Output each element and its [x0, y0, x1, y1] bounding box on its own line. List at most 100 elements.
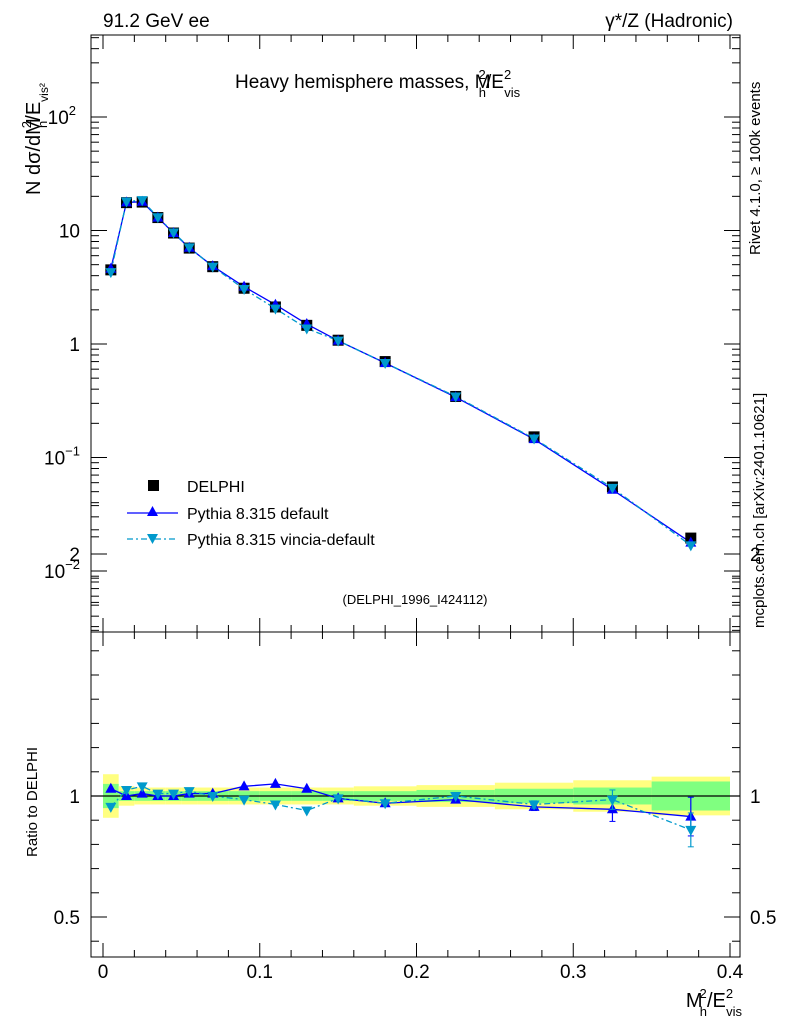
ratio-point-pythia-vincia	[152, 789, 164, 800]
legend-marker-pythia-default	[147, 506, 158, 516]
ratio-point-pythia-vincia	[105, 802, 117, 813]
ratio-point-pythia-vincia	[121, 785, 133, 796]
beam-energy-label: 91.2 GeV ee	[103, 11, 210, 32]
ratio-point-pythia-vincia	[301, 806, 313, 817]
x-label-sub: h	[700, 1004, 707, 1019]
plot-title-suffix: /E	[486, 72, 504, 93]
data-point-pythia-vincia	[183, 243, 195, 254]
ratio-curves	[110, 783, 692, 831]
ratio-y-tick-label-right: 1	[750, 787, 761, 808]
data-point-pythia-vincia	[136, 196, 148, 207]
y-label-suffix: /E	[23, 102, 45, 121]
plot-title-sub: h	[479, 85, 486, 100]
ratio-curve-pythia-default	[110, 783, 691, 818]
data-point-pythia-vincia	[168, 228, 180, 239]
ratio-point-pythia-vincia	[685, 825, 697, 836]
tick-exponent: −1	[65, 444, 80, 459]
y-label-sup: 2	[19, 121, 34, 128]
ratio-point-pythia-vincia	[450, 792, 462, 802]
ratio-y-axis-label: Ratio to DELPHI	[24, 747, 41, 857]
x-label-main: M	[686, 990, 703, 1012]
ratio-point-pythia-default	[136, 787, 148, 798]
tick-exponent: −2	[65, 557, 80, 572]
main-y-tick-label: 102	[48, 103, 76, 129]
data-point-pythia-vincia	[528, 434, 540, 445]
x-label-sup2: 2	[726, 986, 733, 1001]
data-point-pythia-vincia	[379, 359, 391, 370]
legend-label-pythia-vincia: Pythia 8.315 vincia-default	[187, 532, 375, 549]
ratio-point-pythia-default	[269, 777, 281, 788]
mcplots-label: mcplots.cern.ch [arXiv:2401.10621]	[751, 393, 768, 628]
analysis-id-label: (DELPHI_1996_I424112)	[342, 592, 487, 607]
main-y-tick-label: 10−1	[44, 444, 80, 470]
plot-title-sub2: vis	[504, 85, 520, 100]
plot-title: Heavy hemisphere masses, M2 h/E2 vis	[235, 67, 521, 100]
ratio-point-pythia-vincia	[183, 787, 195, 798]
x-tick-label: 0.3	[560, 962, 586, 983]
data-point-pythia-vincia	[450, 392, 462, 403]
rivet-version-label: Rivet 4.1.0, ≥ 100k events	[747, 82, 764, 255]
x-tick-label: 0.4	[717, 962, 744, 983]
ratio-curve-pythia-vincia	[110, 785, 692, 831]
x-label-suffix: /E	[707, 990, 726, 1012]
plot-title-main: Heavy hemisphere masses, M	[235, 72, 491, 93]
tick-base: 10	[48, 108, 69, 129]
ratio-points	[105, 777, 697, 848]
legend-marker-pythia-vincia	[147, 534, 158, 544]
tick-base: 10	[44, 449, 65, 470]
ratio-plot-frame	[90, 631, 741, 958]
x-label-sub2: vis	[726, 1004, 742, 1019]
data-point-pythia-vincia	[685, 541, 697, 552]
ratio-point-pythia-vincia	[379, 799, 391, 810]
ratio-point-pythia-vincia	[136, 782, 148, 793]
legend-label-delphi: DELPHI	[187, 479, 245, 496]
ratio-point-pythia-default	[301, 782, 313, 793]
ratio-point-pythia-vincia	[269, 800, 281, 811]
legend-label-pythia-default: Pythia 8.315 default	[187, 506, 329, 523]
main-points	[105, 195, 697, 552]
legend: DELPHI Pythia 8.315 default Pythia 8.315…	[127, 479, 375, 549]
y-label-sub2: vis²	[37, 83, 51, 102]
ratio-axis-ticks: 0 0.1 0.2 0.3 0.4 0.5 0.5 1 1 2 2	[54, 505, 776, 983]
ratio-point-pythia-default	[105, 782, 117, 793]
x-tick-label: 0.1	[247, 962, 273, 983]
plot-title-sup2: 2	[504, 67, 511, 82]
main-y-axis-label: N dσ/dM2h/Evis²	[19, 83, 51, 195]
x-axis-label: M2 h/E2 vis	[686, 986, 743, 1019]
data-point-pythia-vincia	[332, 336, 344, 347]
ratio-y-tick-label-right: 2	[750, 545, 761, 566]
ratio-y-tick-label: 2	[69, 545, 80, 566]
process-label: γ*/Z (Hadronic)	[605, 11, 733, 32]
main-curves	[110, 199, 692, 546]
ratio-y-tick-label-right: 0.5	[750, 908, 776, 929]
curve-pythia-vincia	[110, 199, 692, 546]
data-point-pythia-vincia	[269, 304, 281, 315]
ratio-y-tick-label: 1	[69, 787, 80, 808]
legend-marker-delphi	[148, 480, 159, 491]
ratio-point-pythia-default	[238, 780, 250, 791]
ratio-point-pythia-vincia	[238, 795, 250, 806]
data-point-pythia-vincia	[121, 197, 133, 208]
data-point-pythia-vincia	[207, 262, 219, 273]
x-tick-label: 0.2	[403, 962, 429, 983]
x-tick-label: 0	[98, 962, 109, 983]
data-point-pythia-vincia	[152, 213, 164, 224]
y-label-main: N dσ/dM	[23, 118, 45, 195]
y-label-sub: h	[35, 121, 50, 128]
data-point-pythia-vincia	[301, 324, 313, 335]
data-point-pythia-vincia	[238, 285, 250, 296]
data-point-pythia-vincia	[606, 483, 618, 494]
x-label-sup: 2	[700, 986, 707, 1001]
ratio-point-pythia-vincia	[528, 800, 540, 811]
main-y-tick-label: 10	[59, 222, 80, 243]
ratio-point-pythia-vincia	[332, 794, 344, 805]
ratio-point-pythia-vincia	[606, 795, 618, 806]
ratio-point-pythia-vincia	[168, 789, 180, 800]
data-point-pythia-vincia	[105, 268, 117, 279]
tick-base: 10	[44, 562, 65, 583]
tick-exponent: 2	[69, 103, 76, 118]
ratio-y-tick-label: 0.5	[54, 908, 80, 929]
